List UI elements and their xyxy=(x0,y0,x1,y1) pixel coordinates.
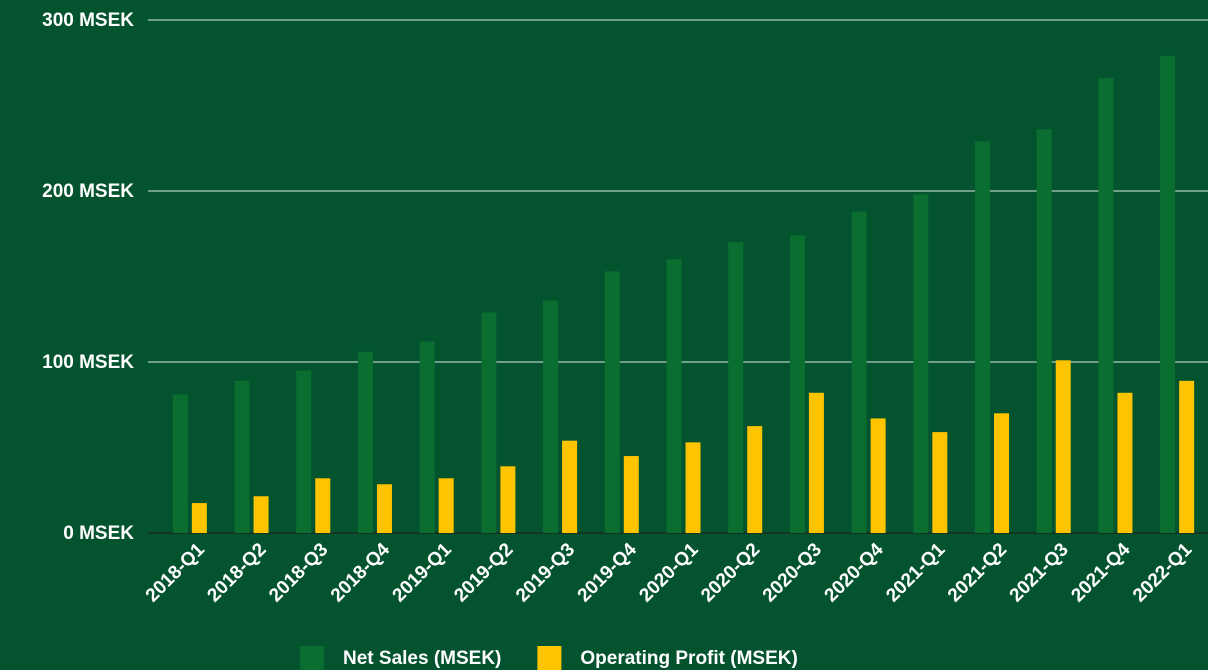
bar xyxy=(234,380,250,533)
x-tick-label: 2018-Q2 xyxy=(203,539,270,606)
bar xyxy=(932,432,948,533)
bar xyxy=(543,300,559,533)
legend: Net Sales (MSEK) Operating Profit (MSEK) xyxy=(300,646,798,670)
legend-label: Operating Profit (MSEK) xyxy=(580,648,797,669)
bar xyxy=(789,235,805,533)
x-tick-label: 2020-Q1 xyxy=(635,539,702,606)
bar xyxy=(1036,129,1052,533)
bar xyxy=(438,478,454,533)
legend-label: Net Sales (MSEK) xyxy=(343,648,501,669)
bar xyxy=(172,394,188,533)
legend-swatch xyxy=(537,646,562,670)
bar xyxy=(666,259,682,533)
x-tick-label: 2019-Q3 xyxy=(512,539,579,606)
x-tick-label: 2018-Q1 xyxy=(142,539,209,606)
legend-swatch xyxy=(300,646,324,670)
bar xyxy=(253,496,269,533)
bar xyxy=(870,418,886,533)
x-tick-label: 2022-Q1 xyxy=(1129,539,1196,606)
bar xyxy=(994,413,1010,533)
bar xyxy=(481,312,497,533)
bar xyxy=(376,484,392,533)
bar xyxy=(357,351,373,533)
x-tick-label: 2021-Q1 xyxy=(882,539,949,606)
bar xyxy=(747,426,763,533)
bar xyxy=(808,392,824,533)
bar xyxy=(562,440,578,533)
bar xyxy=(1179,380,1195,533)
bar xyxy=(604,271,620,533)
x-tick-label: 2018-Q3 xyxy=(265,539,332,606)
x-tick-label: 2021-Q4 xyxy=(1067,539,1134,606)
bar xyxy=(1055,360,1071,533)
x-tick-label: 2020-Q2 xyxy=(697,539,764,606)
bar xyxy=(1098,78,1114,533)
x-tick-label: 2019-Q2 xyxy=(450,539,517,606)
bar xyxy=(851,211,867,533)
bar xyxy=(296,370,312,533)
x-tick-label: 2019-Q4 xyxy=(574,539,641,606)
bar xyxy=(728,242,744,534)
bar xyxy=(500,466,516,533)
x-tick-label: 2020-Q3 xyxy=(759,539,826,606)
bar xyxy=(1160,55,1176,533)
x-tick-label: 2021-Q2 xyxy=(944,539,1011,606)
bar xyxy=(191,503,207,533)
x-tick-label: 2020-Q4 xyxy=(821,539,888,606)
y-tick-label: 200 MSEK xyxy=(42,181,134,202)
bar xyxy=(913,194,929,534)
bar xyxy=(315,478,331,533)
bar xyxy=(685,442,701,533)
x-tick-label: 2018-Q4 xyxy=(327,539,394,606)
bar xyxy=(419,341,435,533)
x-tick-label: 2021-Q3 xyxy=(1006,539,1073,606)
y-tick-label: 100 MSEK xyxy=(42,352,134,373)
y-tick-label: 0 MSEK xyxy=(63,523,134,544)
bar xyxy=(1117,392,1133,533)
bar xyxy=(623,456,639,533)
y-tick-label: 300 MSEK xyxy=(42,10,134,31)
x-tick-label: 2019-Q1 xyxy=(389,539,456,606)
bar xyxy=(975,141,991,533)
